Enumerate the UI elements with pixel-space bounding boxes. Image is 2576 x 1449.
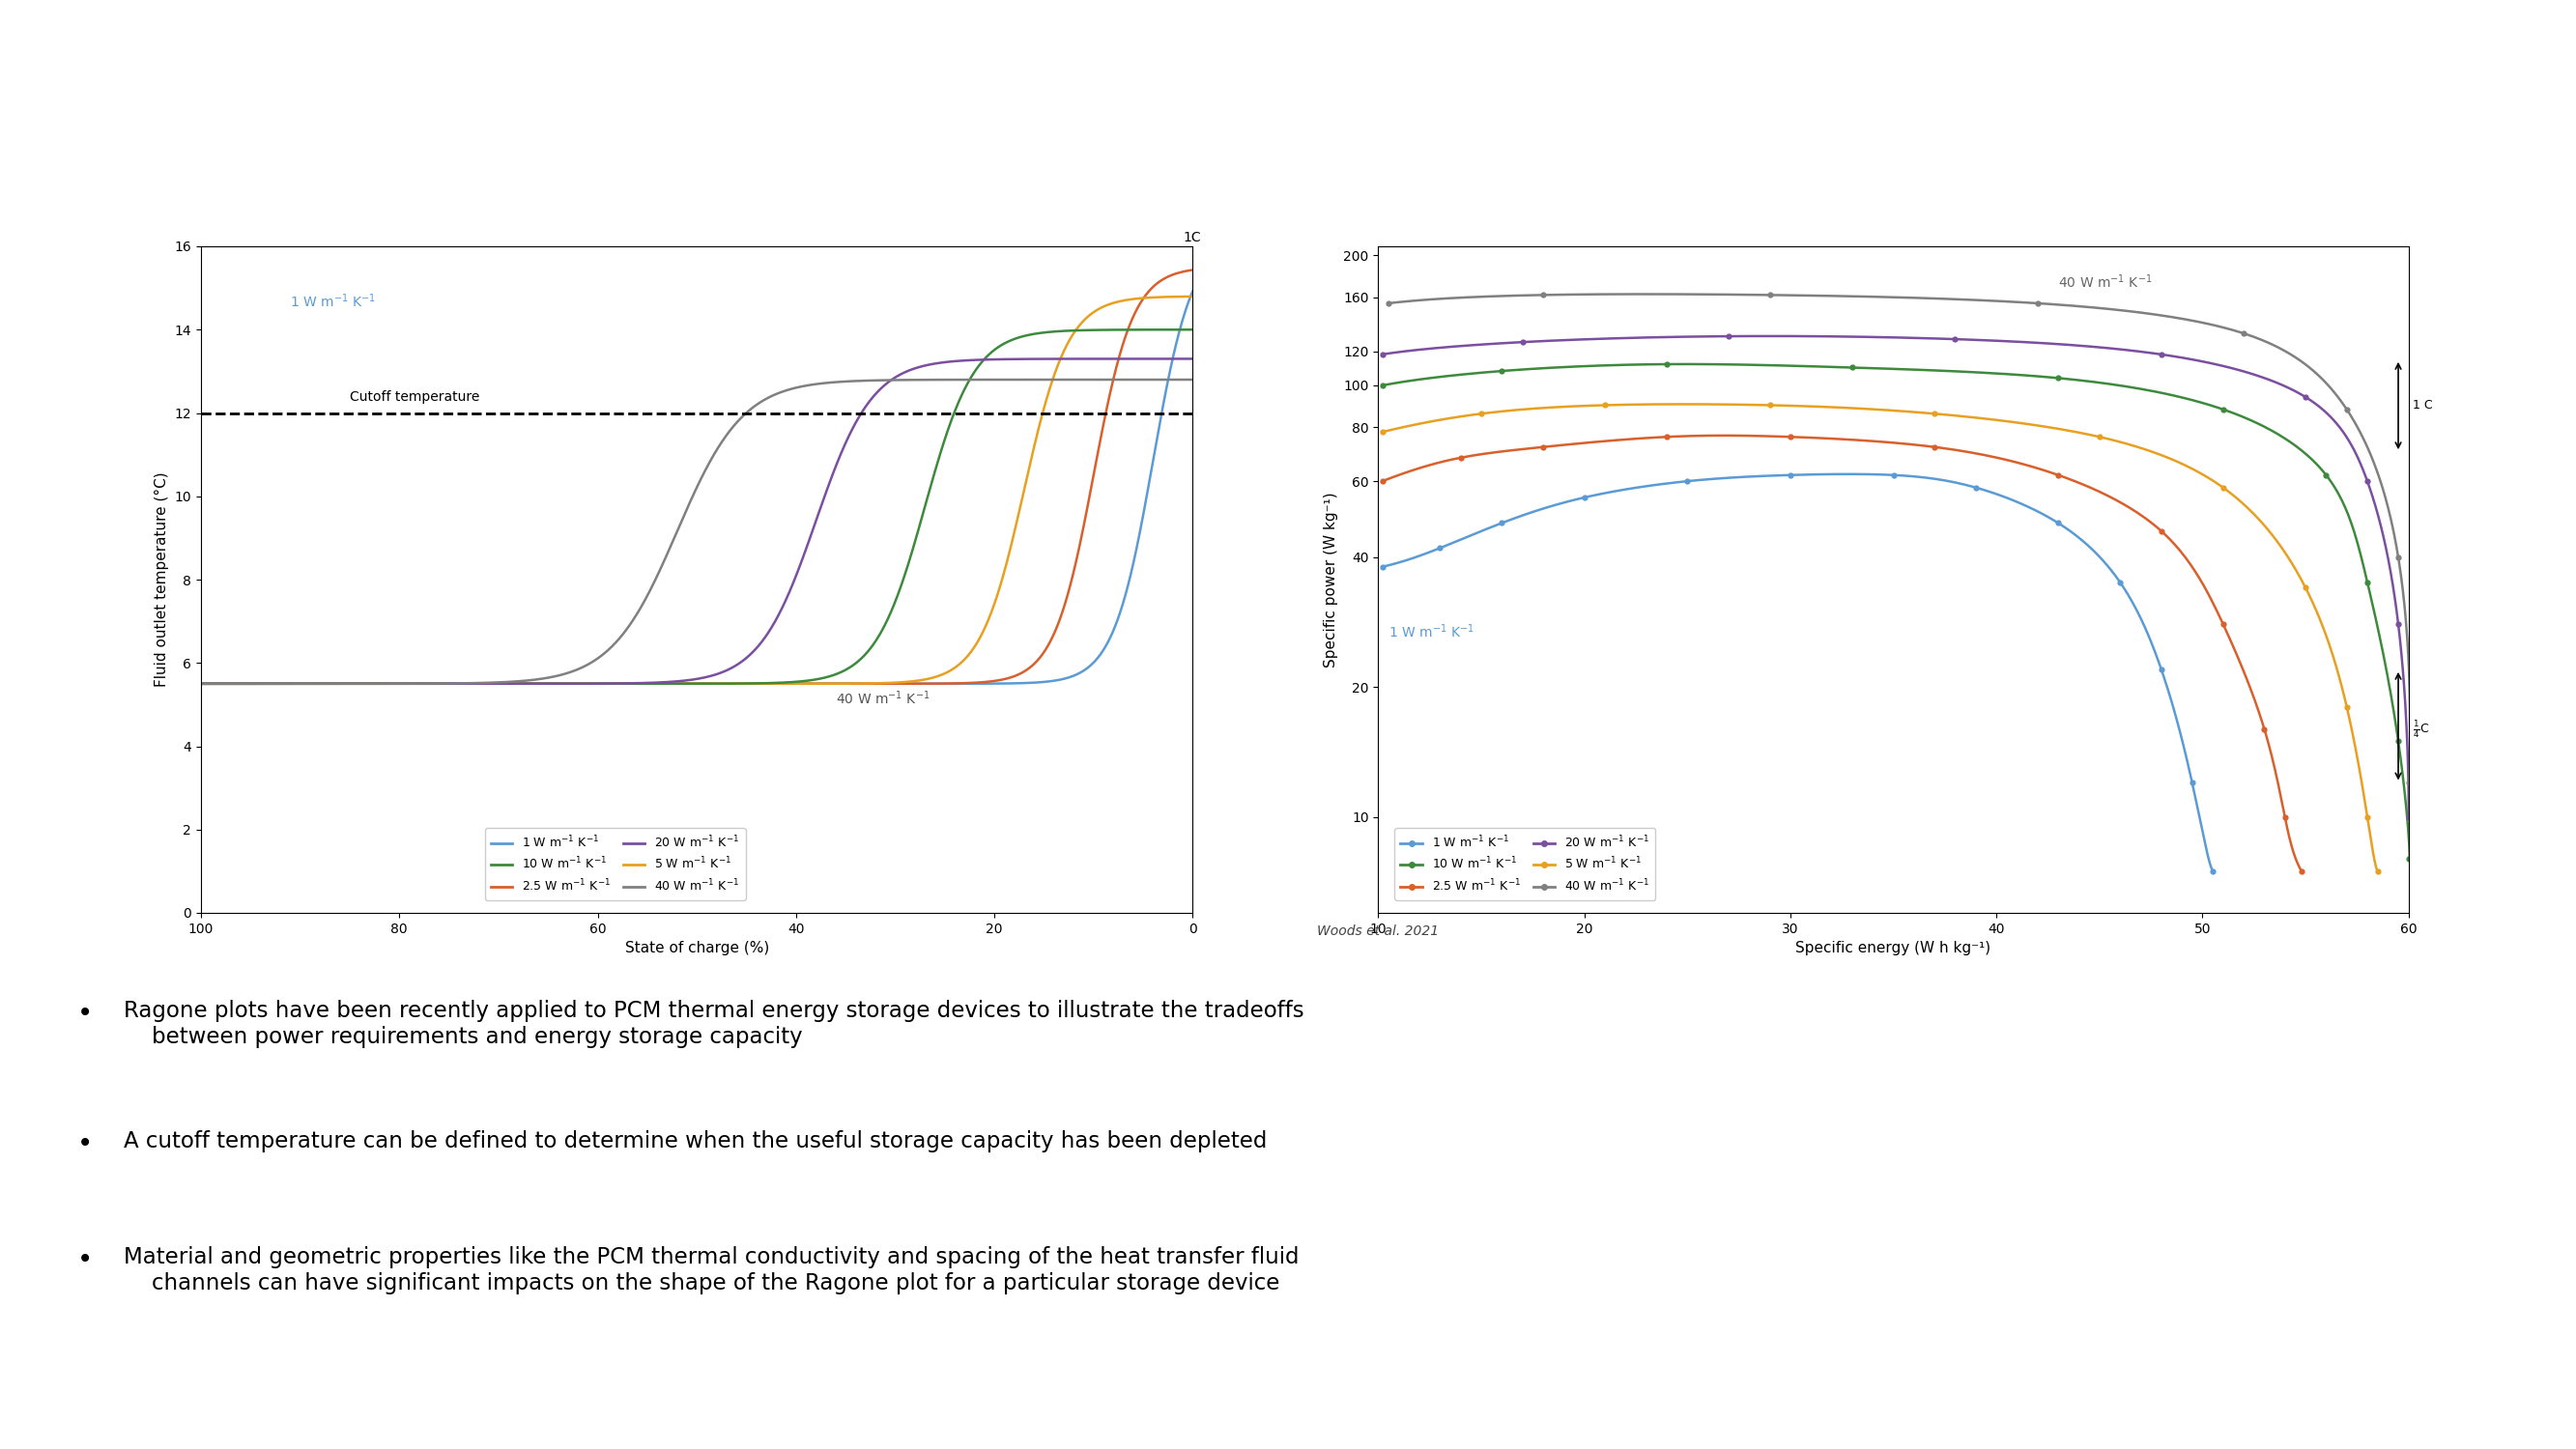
Text: 40 W m$^{-1}$ K$^{-1}$: 40 W m$^{-1}$ K$^{-1}$ (2058, 272, 2154, 291)
Text: •: • (77, 1000, 93, 1027)
Text: •: • (77, 1130, 93, 1158)
Legend: 1 W m$^{-1}$ K$^{-1}$, 10 W m$^{-1}$ K$^{-1}$, 2.5 W m$^{-1}$ K$^{-1}$, 20 W m$^: 1 W m$^{-1}$ K$^{-1}$, 10 W m$^{-1}$ K$^… (484, 827, 744, 900)
Y-axis label: Specific power (W kg⁻¹): Specific power (W kg⁻¹) (1324, 491, 1337, 668)
Text: Thermal Ragone Framework: Thermal Ragone Framework (57, 78, 1162, 145)
Text: 1 W m$^{-1}$ K$^{-1}$: 1 W m$^{-1}$ K$^{-1}$ (1388, 623, 1473, 640)
Y-axis label: Fluid outlet temperature (°C): Fluid outlet temperature (°C) (155, 472, 170, 687)
Legend: 1 W m$^{-1}$ K$^{-1}$, 10 W m$^{-1}$ K$^{-1}$, 2.5 W m$^{-1}$ K$^{-1}$, 20 W m$^: 1 W m$^{-1}$ K$^{-1}$, 10 W m$^{-1}$ K$^… (1394, 827, 1656, 900)
Text: A cutoff temperature can be defined to determine when the useful storage capacit: A cutoff temperature can be defined to d… (124, 1130, 1267, 1152)
Text: 1 W m$^{-1}$ K$^{-1}$: 1 W m$^{-1}$ K$^{-1}$ (291, 291, 376, 310)
Text: 1 C: 1 C (2414, 398, 2432, 412)
Text: Ragone plots have been recently applied to PCM thermal energy storage devices to: Ragone plots have been recently applied … (124, 1000, 1303, 1048)
Text: •: • (77, 1246, 93, 1274)
Text: Cutoff temperature: Cutoff temperature (350, 391, 479, 404)
Text: $\frac{1}{4}$C: $\frac{1}{4}$C (2414, 719, 2429, 739)
Text: Woods et al. 2021: Woods et al. 2021 (1316, 924, 1440, 938)
X-axis label: State of charge (%): State of charge (%) (626, 942, 768, 956)
Text: 40 W m$^{-1}$ K$^{-1}$: 40 W m$^{-1}$ K$^{-1}$ (835, 690, 930, 707)
X-axis label: Specific energy (W h kg⁻¹): Specific energy (W h kg⁻¹) (1795, 942, 1991, 956)
Text: Material and geometric properties like the PCM thermal conductivity and spacing : Material and geometric properties like t… (124, 1246, 1298, 1294)
Text: 1C: 1C (1182, 230, 1200, 245)
